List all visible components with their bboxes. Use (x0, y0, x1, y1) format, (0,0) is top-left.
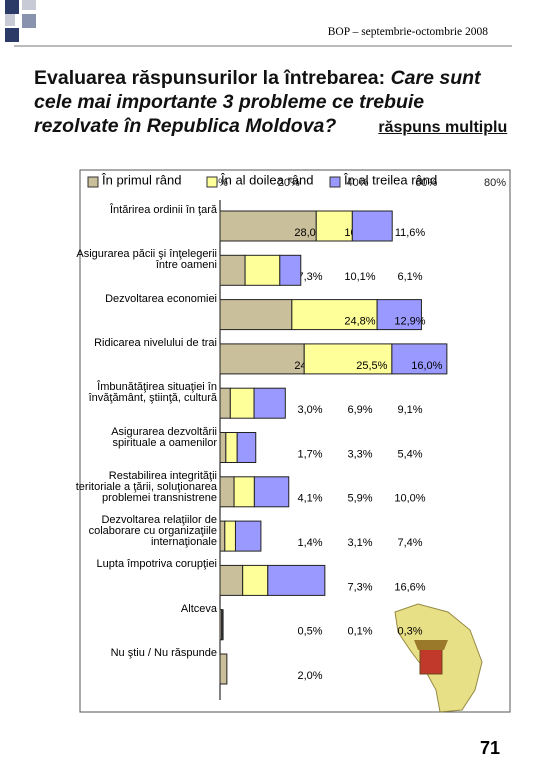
data-label: 1,4% (297, 537, 322, 549)
legend-label: În primul rând (101, 172, 181, 187)
legend-swatch (87, 176, 99, 188)
data-label: 5,4% (397, 448, 422, 460)
data-label: 6,9% (347, 404, 372, 416)
data-label: 10,0% (394, 493, 425, 505)
category-label: Asigurarea păcii şi înţelegerii între oa… (76, 248, 217, 272)
x-tick-label: 60% (415, 177, 437, 189)
category-label: Dezvoltarea relaţiilor de colaborare cu … (88, 514, 217, 549)
category-label: Altceva (180, 602, 217, 615)
data-label: 7,4% (397, 537, 422, 549)
bar (244, 254, 281, 286)
bar (219, 520, 226, 552)
data-label: 2,0% (297, 670, 322, 682)
category-label: Nu ştiu / Nu răspunde (110, 647, 217, 659)
bar (219, 299, 293, 331)
category-label: Ridicarea nivelului de trai (94, 336, 217, 349)
bar (233, 476, 255, 508)
data-label: 3,3% (347, 448, 372, 460)
chart-title: Evaluarea răspunsurilor la întrebarea: C… (34, 66, 514, 140)
bar (303, 343, 393, 375)
category-label: Asigurarea dezvoltării spirituale a oame… (111, 425, 217, 449)
header: BOP – septembrie-octombrie 2008 (327, 26, 488, 38)
data-label: 16,6% (394, 581, 425, 593)
legend-swatch (329, 176, 341, 188)
page-number: 71 (480, 738, 501, 758)
bar (253, 476, 290, 508)
x-tick-label: 20% (278, 177, 300, 189)
x-tick-label: 40% (346, 177, 368, 189)
x-tick-label: 80% (484, 177, 506, 189)
data-label: 25,5% (356, 360, 387, 372)
bar (219, 254, 246, 286)
title-question: Care sunt cele mai importante 3 probleme… (34, 67, 481, 137)
legend-label: În al doilea rând (220, 172, 314, 187)
bar (219, 432, 227, 463)
data-label: 1,7% (297, 448, 322, 460)
legend-label: În al treilea rând (343, 172, 437, 187)
bar (219, 387, 231, 419)
data-label: 0,1% (347, 626, 372, 638)
bar (351, 210, 393, 242)
bar (391, 343, 448, 375)
category-label: Restabilirea integrităţii teritoriale a … (75, 469, 217, 504)
bar (221, 609, 224, 641)
data-label: 0,5% (297, 626, 322, 638)
data-label: 7,3% (297, 271, 322, 283)
bar (315, 210, 353, 242)
subtitle: răspuns multiplu (378, 119, 508, 136)
data-label: 6,1% (397, 271, 422, 283)
data-label: 12,9% (394, 316, 425, 328)
bar (224, 520, 236, 552)
bar (236, 432, 257, 463)
data-label: 4,1% (297, 493, 322, 505)
legend-swatch (206, 176, 218, 188)
title-lead: Evaluarea răspunsurilor la întrebarea: (34, 67, 386, 89)
data-label: 9,1% (397, 404, 422, 416)
bar (219, 564, 244, 596)
data-label: 10,1% (344, 271, 375, 283)
decoration (5, 0, 512, 713)
bar (219, 653, 228, 685)
category-label: Întărirea ordinii în ţară (110, 204, 217, 216)
bar (229, 387, 255, 419)
data-label: 3,0% (297, 404, 322, 416)
data-label: 3,1% (347, 537, 372, 549)
data-label: 24,8% (344, 316, 375, 328)
bar (242, 564, 269, 596)
bar (291, 299, 378, 331)
bar (219, 476, 235, 508)
category-label: Îmbunătăţirea situaţiei în învăţământ, ş… (88, 381, 217, 405)
data-label: 7,3% (347, 581, 372, 593)
data-label: 16,0% (411, 360, 442, 372)
bar (376, 299, 422, 331)
data-label: 5,9% (347, 493, 372, 505)
bar (279, 254, 302, 286)
bar (267, 564, 326, 596)
data-label: 11,6% (395, 227, 426, 239)
data-label: 0,3% (397, 626, 422, 638)
bar (234, 520, 262, 552)
bar (219, 343, 305, 375)
category-label: Lupta împotriva corupţiei (96, 558, 217, 571)
bar (253, 387, 286, 419)
bar (225, 432, 238, 463)
category-label: Dezvoltarea economiei (105, 292, 217, 305)
